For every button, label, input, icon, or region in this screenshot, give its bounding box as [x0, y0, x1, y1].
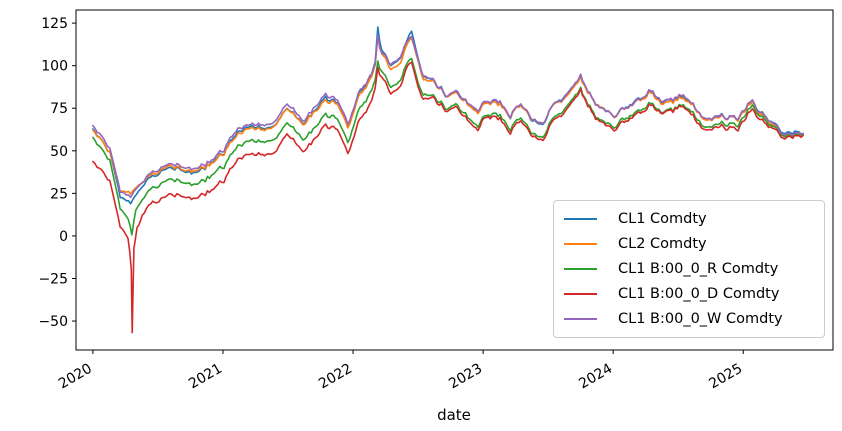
legend-item-2: CL2 Comdty — [564, 232, 816, 256]
y-axis: −50 −25 0 25 50 75 100 125 — [38, 16, 76, 330]
x-tick-label: 2023 — [446, 361, 485, 393]
legend-line-swatch — [564, 317, 597, 320]
y-tick-label: 50 — [50, 144, 68, 160]
series-line-cl1-b-00-0-w-comdty — [92, 34, 804, 199]
x-tick-label: 2022 — [316, 361, 355, 393]
y-tick-label: 0 — [59, 229, 68, 245]
series-line-cl1-b-00-0-r-comdty — [92, 57, 804, 236]
y-tick-label: −50 — [38, 314, 68, 330]
legend-item-4: CL1 B:00_0_D Comdty — [564, 282, 816, 306]
legend-line-swatch — [564, 243, 597, 246]
legend-item-1: CL1 Comdty — [564, 207, 816, 231]
y-tick-label: 25 — [50, 186, 68, 202]
x-tick-label: 2021 — [186, 361, 225, 393]
legend: CL1 Comdty CL2 Comdty CL1 B:00_0_R Comdty C… — [553, 200, 825, 338]
y-tick-label: 125 — [41, 16, 68, 32]
y-tick-label: 75 — [50, 101, 68, 117]
legend-label: CL2 Comdty — [618, 236, 707, 253]
legend-label: CL1 B:00_0_W Comdty — [618, 310, 783, 327]
legend-item-3: CL1 B:00_0_R Comdty — [564, 257, 816, 281]
y-tick-label: −25 — [38, 271, 68, 287]
x-axis: 2020 2021 2022 2023 2024 2025 — [56, 350, 745, 392]
x-tick-label: 2024 — [576, 361, 615, 393]
series-line-cl1-b-00-0-d-comdty — [92, 61, 804, 334]
legend-line-swatch — [564, 292, 597, 295]
x-axis-label: date — [437, 406, 471, 424]
legend-line-swatch — [564, 267, 597, 270]
y-tick-label: 100 — [41, 59, 68, 75]
series-lines — [92, 26, 804, 334]
legend-label: CL1 Comdty — [618, 211, 707, 228]
x-tick-label: 2025 — [706, 361, 745, 393]
legend-item-5: CL1 B:00_0_W Comdty — [564, 307, 816, 331]
legend-label: CL1 B:00_0_R Comdty — [618, 260, 779, 277]
legend-label: CL1 B:00_0_D Comdty — [618, 285, 780, 302]
x-tick-label: 2020 — [56, 361, 95, 393]
legend-line-swatch — [564, 218, 597, 221]
